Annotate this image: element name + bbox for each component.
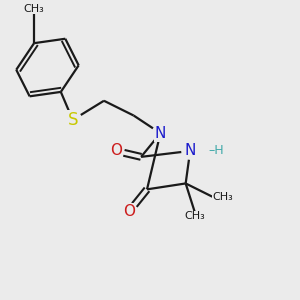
Text: –H: –H: [208, 145, 224, 158]
Text: CH₃: CH₃: [24, 4, 44, 14]
Text: O: O: [123, 204, 135, 219]
Text: N: N: [155, 126, 166, 141]
Text: CH₃: CH₃: [212, 192, 233, 202]
Text: N: N: [184, 143, 196, 158]
Text: CH₃: CH₃: [184, 212, 205, 221]
Text: O: O: [110, 143, 122, 158]
Text: S: S: [68, 111, 78, 129]
